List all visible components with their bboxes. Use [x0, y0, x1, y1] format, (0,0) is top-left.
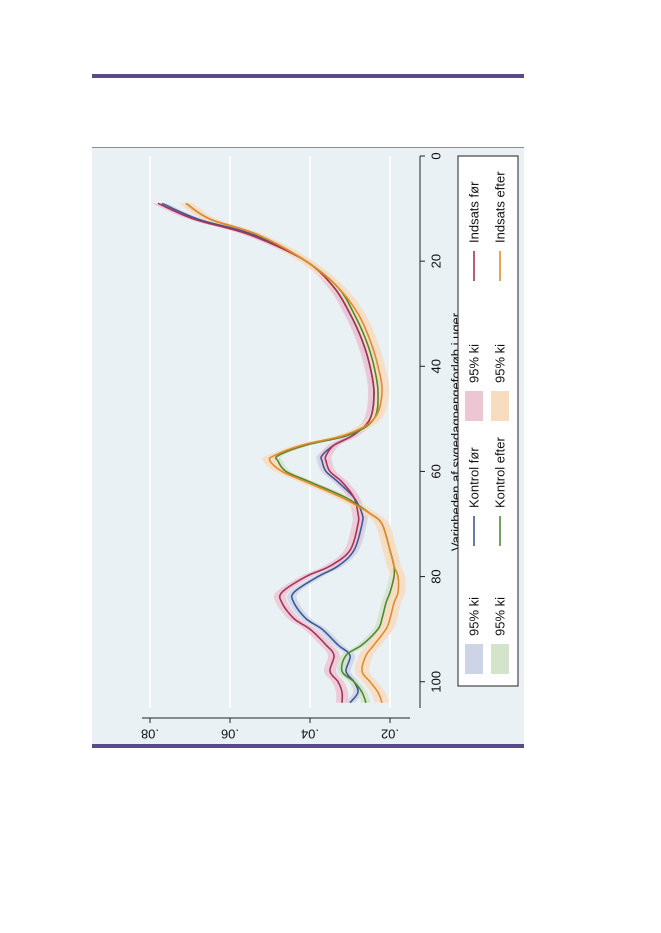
x-tick-label: 60: [429, 464, 444, 478]
x-tick-label: 40: [429, 359, 444, 373]
legend-label: Kontrol før: [467, 447, 482, 508]
y-axis-label: Hazard rate: [242, 743, 310, 745]
ci-band: [178, 203, 406, 703]
series-line: [185, 202, 400, 704]
legend-label: 95% ki: [493, 344, 508, 383]
ci-band: [152, 203, 380, 703]
x-tick-label: 20: [429, 254, 444, 268]
bottom-rule: [92, 744, 524, 748]
legend-label: Indsats efter: [493, 171, 508, 243]
series-line: [161, 202, 375, 704]
legend-swatch-band: [491, 644, 509, 674]
legend: 95% ki Kontrol før 95% ki Indsats før 95% ki…: [457, 155, 519, 687]
y-tick-label: .02: [381, 727, 399, 742]
legend-swatch-band: [465, 644, 483, 674]
top-rule: [92, 74, 524, 78]
legend-label: 95% ki: [467, 597, 482, 636]
legend-swatch-band: [491, 391, 509, 421]
legend-swatch-band: [465, 391, 483, 421]
legend-label: 95% ki: [467, 344, 482, 383]
x-tick-label: 0: [429, 152, 444, 159]
hazard-rate-chart: 0 20 40 60 80 100 Varigheden af sygedagpengefo…: [92, 148, 524, 744]
chart-top-border: [92, 147, 524, 148]
y-tick-label: .06: [221, 727, 239, 742]
x-tick-label: 80: [429, 569, 444, 583]
legend-label: 95% ki: [493, 597, 508, 636]
series-line: [185, 202, 396, 704]
y-tick-label: .08: [141, 727, 159, 742]
x-tick-label: 100: [429, 671, 444, 693]
legend-label: Indsats før: [467, 181, 482, 243]
ci-band: [157, 203, 379, 703]
legend-label: Kontrol efter: [493, 437, 508, 508]
ci-band: [181, 203, 400, 703]
series-line: [157, 202, 375, 703]
plot-area: [149, 156, 406, 708]
y-tick-label: .04: [301, 727, 319, 742]
